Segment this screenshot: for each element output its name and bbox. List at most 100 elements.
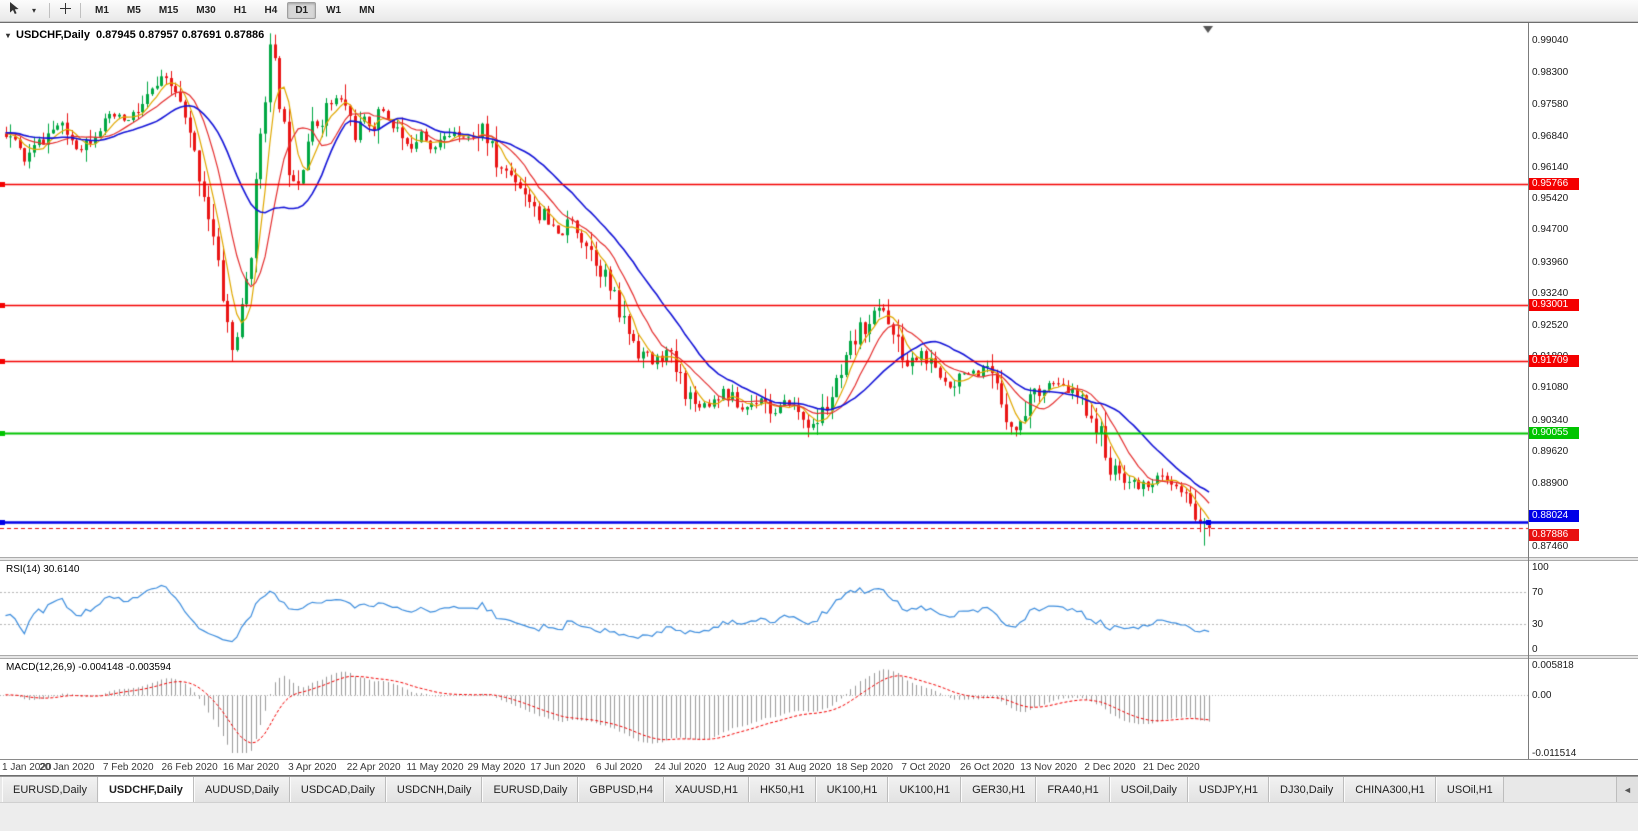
panel-divider[interactable] — [0, 655, 1638, 659]
price-badges: 0.95766 0.93001 0.91709 0.90055 0.88024 0.878… — [1529, 23, 1637, 557]
timeframe-button-m5[interactable]: M5 — [126, 5, 141, 16]
timeframe-buttons: M1 M5 M15 M30 H1 H4 D1 W1 MN — [86, 2, 384, 19]
price-axis-label: 0.94700 — [1532, 224, 1569, 236]
price-axis-label: 0.91080 — [1532, 382, 1569, 394]
macd-axis-label: 0.005818 — [1532, 660, 1574, 671]
symbol-tab[interactable]: CHINA300,H1 — [1344, 777, 1436, 802]
macd-label: MACD(12,26,9) -0.004148 -0.003594 — [6, 662, 172, 673]
price-chart-canvas[interactable] — [0, 23, 1528, 557]
toolbar-separator — [49, 3, 50, 18]
timeframe-button-w1[interactable]: W1 — [326, 5, 342, 16]
crosshair-tool-button[interactable] — [55, 2, 75, 20]
symbol-tab[interactable]: UK100,H1 — [815, 777, 889, 802]
date-axis-label: 20 Jan 2020 — [39, 762, 95, 773]
symbol-tab[interactable]: AUDUSD,Daily — [193, 777, 290, 802]
price-axis-label: 0.98300 — [1532, 67, 1569, 79]
date-axis-label: 31 Aug 2020 — [775, 762, 832, 773]
price-axis-label: 0.97580 — [1532, 98, 1569, 110]
hline-price-badge: 0.90055 — [1529, 427, 1579, 440]
date-axis-label: 7 Oct 2020 — [901, 762, 951, 773]
collapse-caret-icon[interactable]: ▾ — [6, 30, 11, 40]
symbol-tab[interactable]: GBPUSD,H4 — [578, 777, 664, 802]
symbol-tab[interactable]: USDCHF,Daily — [97, 777, 194, 802]
date-axis-label: 17 Jun 2020 — [530, 762, 586, 773]
timeframe-button-h4[interactable]: H4 — [264, 5, 278, 16]
rsi-axis-label: 30 — [1532, 619, 1544, 631]
rsi-axis-label: 70 — [1532, 586, 1544, 598]
cursor-icon — [9, 1, 20, 20]
price-axis-label: 0.96840 — [1532, 130, 1569, 142]
symbol-tab[interactable]: FRA40,H1 — [1036, 777, 1110, 802]
date-axis-label: 3 Apr 2020 — [288, 762, 337, 773]
rsi-label: RSI(14) 30.6140 — [6, 564, 80, 575]
panel-divider[interactable] — [0, 557, 1638, 561]
date-axis-label: 6 Jul 2020 — [596, 762, 643, 773]
macd-canvas[interactable] — [0, 659, 1528, 759]
price-axis-label: 0.96140 — [1532, 161, 1569, 173]
date-axis-label: 26 Oct 2020 — [960, 762, 1015, 773]
date-axis-label: 13 Nov 2020 — [1020, 762, 1077, 773]
date-axis-label: 11 May 2020 — [406, 762, 464, 773]
symbol-tab[interactable]: USOil,Daily — [1109, 777, 1188, 802]
timeframe-button-m1[interactable]: M1 — [95, 5, 109, 16]
toolbar: ▾ M1 M5 M15 M30 H1 H4 D1 W1 MN — [0, 0, 1638, 22]
rsi-axis-label: 100 — [1532, 562, 1549, 573]
tabs-container: EURUSD,Daily USDCHF,Daily AUDUSD,Daily USDC… — [0, 777, 1616, 802]
symbol-tab[interactable]: USOil,H1 — [1435, 777, 1504, 802]
rsi-axis-label: 0 — [1532, 644, 1538, 655]
date-axis-label: 22 Apr 2020 — [346, 762, 401, 773]
date-axis-label: 21 Dec 2020 — [1142, 762, 1200, 773]
macd-axis: 0.005818 0.00 -0.011514 — [1530, 659, 1636, 759]
bid-price-badge: 0.87886 — [1529, 528, 1579, 541]
symbol-tab[interactable]: XAUUSD,H1 — [663, 777, 749, 802]
symbol-ohlc-label: ▾ USDCHF,Daily 0.87945 0.87957 0.87691 0… — [6, 29, 264, 41]
price-axis-label: 0.92520 — [1532, 319, 1569, 331]
rsi-panel: RSI(14) 30.6140 100 70 30 0 — [0, 561, 1638, 655]
macd-panel: MACD(12,26,9) -0.004148 -0.003594 0.0058… — [0, 659, 1638, 759]
timeframe-button-m30[interactable]: M30 — [196, 5, 216, 16]
hline-price-badge: 0.88024 — [1529, 509, 1579, 522]
symbol-tab[interactable]: GER30,H1 — [961, 777, 1037, 802]
price-axis-label: 0.89620 — [1532, 446, 1569, 458]
timeframe-button-h1[interactable]: H1 — [233, 5, 247, 16]
symbol-tab[interactable]: DJ30,Daily — [1269, 777, 1345, 802]
date-axis-label: 7 Feb 2020 — [102, 762, 154, 773]
price-axis-label: 0.90340 — [1532, 414, 1569, 426]
date-axis-label: 1 Jan 2020 — [2, 762, 52, 773]
price-chart-panel: ▾ USDCHF,Daily 0.87945 0.87957 0.87691 0… — [0, 23, 1638, 557]
symbol-tab[interactable]: EURUSD,Daily — [2, 777, 98, 802]
date-axis-label: 18 Sep 2020 — [836, 762, 893, 773]
timeframe-button-mn[interactable]: MN — [359, 5, 375, 16]
symbol-tab[interactable]: USDJPY,H1 — [1187, 777, 1270, 802]
chart-symbol: USDCHF,Daily — [16, 29, 90, 41]
toolbar-separator — [80, 3, 81, 18]
crosshair-icon — [59, 2, 72, 20]
timeframe-button-d1[interactable]: D1 — [287, 2, 317, 19]
tab-scroll-left-button[interactable]: ◄ — [1616, 777, 1638, 802]
rsi-axis: 100 70 30 0 — [1530, 561, 1636, 655]
price-axis-label: 0.95420 — [1532, 192, 1569, 204]
price-axis-label: 0.87460 — [1532, 540, 1569, 552]
symbol-tab[interactable]: UK100,H1 — [888, 777, 962, 802]
symbol-tab[interactable]: USDCAD,Daily — [289, 777, 386, 802]
chevron-down-icon[interactable]: ▾ — [31, 6, 36, 15]
rsi-canvas[interactable] — [0, 561, 1528, 655]
axis-separator-line — [1528, 23, 1529, 759]
date-axis-label: 24 Jul 2020 — [654, 762, 707, 773]
chart-window: ▾ USDCHF,Daily 0.87945 0.87957 0.87691 0… — [0, 22, 1638, 776]
symbol-tab[interactable]: HK50,H1 — [748, 777, 816, 802]
symbol-tab[interactable]: EURUSD,Daily — [482, 777, 579, 802]
symbol-tab[interactable]: USDCNH,Daily — [385, 777, 483, 802]
bottom-strip — [0, 802, 1638, 831]
price-axis-label: 0.88900 — [1532, 477, 1569, 489]
date-axis-label: 2 Dec 2020 — [1084, 762, 1136, 773]
chart-ohlc-values: 0.87945 0.87957 0.87691 0.87886 — [95, 29, 265, 41]
chart-tab-bar: EURUSD,Daily USDCHF,Daily AUDUSD,Daily USDC… — [0, 776, 1638, 802]
price-axis-label: 0.93960 — [1532, 256, 1569, 268]
cursor-tool-button[interactable] — [4, 1, 24, 20]
macd-axis-label: 0.00 — [1532, 689, 1552, 701]
timeframe-button-m15[interactable]: M15 — [158, 5, 179, 16]
date-axis-label: 26 Feb 2020 — [161, 762, 218, 773]
hline-price-badge: 0.95766 — [1529, 177, 1579, 190]
